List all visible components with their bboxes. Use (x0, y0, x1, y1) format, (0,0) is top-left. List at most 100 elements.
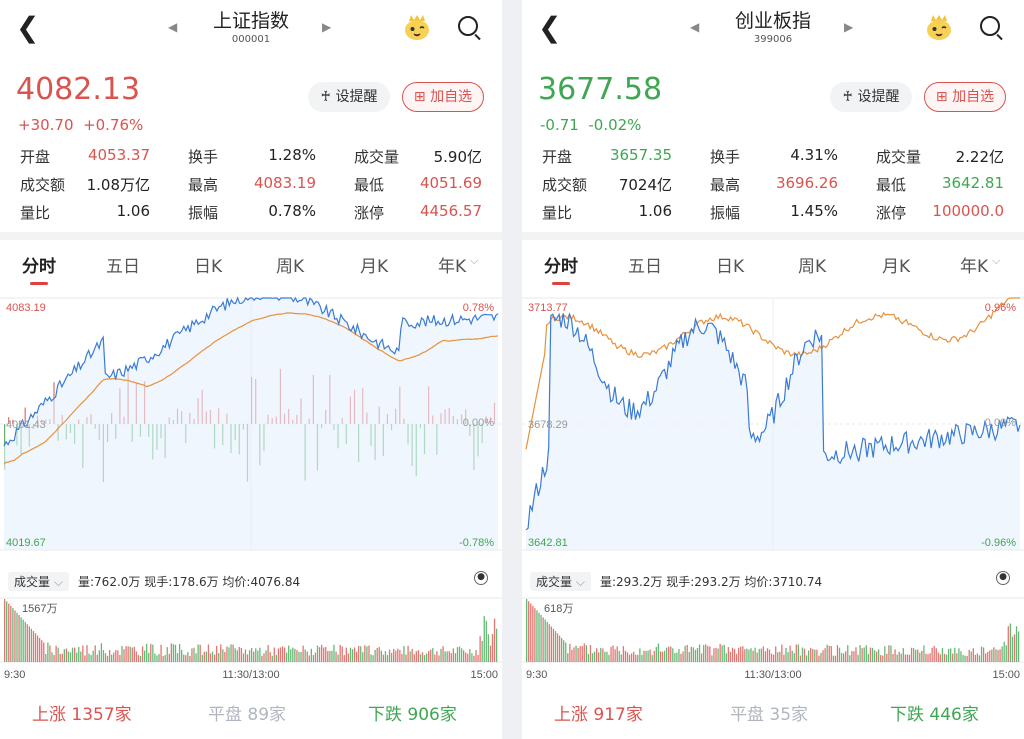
volume-bar (8, 603, 10, 662)
volume-selector[interactable]: 成交量 ⌵ (530, 572, 591, 591)
volume-bar (139, 655, 142, 662)
back-icon[interactable]: ❮ (16, 11, 40, 44)
volume-header: 成交量 ⌵ 量:293.2万 现手:293.2万 均价:3710.74 ● (522, 568, 1024, 594)
volume-bar (191, 648, 193, 662)
volume-bar (49, 645, 51, 662)
volume-bar (647, 650, 649, 662)
volume-bar (355, 651, 358, 662)
tab-0[interactable]: 分时 (22, 252, 56, 285)
rise-count[interactable]: 上涨 1357家 (32, 700, 132, 725)
settings-icon[interactable]: ● (996, 571, 1010, 585)
intraday-chart[interactable]: 3713.77 3678.29 3642.81 0.96% 0.00% -0.96% (522, 288, 1024, 560)
volume-bar (430, 649, 432, 662)
set-reminder-button[interactable]: ♰ 设提醒 (830, 82, 912, 112)
volume-bar (863, 647, 865, 662)
next-index-icon[interactable]: ▶ (844, 20, 854, 34)
volume-bar (575, 645, 577, 662)
volume-bar (542, 617, 544, 662)
volume-bar (653, 650, 655, 662)
tab-2[interactable]: 日K (716, 257, 745, 277)
volume-bar (168, 653, 170, 662)
volume-bar (799, 655, 802, 662)
tab-2[interactable]: 日K (194, 257, 223, 277)
mascot-icon[interactable] (402, 12, 432, 42)
add-watchlist-button[interactable]: ⊞ 加自选 (402, 82, 484, 112)
volume-bar (923, 645, 925, 662)
next-index-icon[interactable]: ▶ (322, 20, 332, 34)
tick-bar (24, 407, 26, 424)
volume-bar (55, 645, 57, 662)
volume-bar (82, 645, 84, 662)
mid-label: 4051.43 (6, 419, 46, 431)
tab-0[interactable]: 分时 (544, 252, 578, 285)
volume-bar (164, 654, 166, 662)
flat-label: 平盘 (730, 705, 764, 725)
search-icon[interactable] (980, 16, 1000, 36)
tab-4[interactable]: 月K (882, 257, 911, 277)
volume-bar (273, 647, 275, 662)
volume-bar (224, 652, 226, 662)
volume-chart[interactable]: 1567万 9:30 11:30/13:00 15:00 (0, 596, 502, 682)
search-icon[interactable] (458, 16, 478, 36)
volume-bar (935, 648, 937, 662)
volume-bar (458, 646, 461, 662)
index-code: 399006 (753, 34, 793, 45)
volume-bar (754, 647, 756, 662)
volume-chart[interactable]: 618万 9:30 11:30/13:00 15:00 (522, 596, 1024, 682)
tab-5[interactable]: 年K (438, 257, 467, 277)
flat-count[interactable]: 平盘 35家 (730, 700, 808, 725)
volume-bar (131, 647, 133, 662)
volume-bar (587, 654, 590, 662)
tab-4[interactable]: 月K (360, 257, 389, 277)
volume-bar (405, 654, 407, 662)
settings-icon[interactable]: ● (474, 571, 488, 585)
rise-count[interactable]: 上涨 917家 (554, 700, 643, 725)
prev-index-icon[interactable]: ◀ (168, 20, 178, 34)
volume-bar (688, 652, 690, 662)
stat-value: 4051.69 (419, 174, 482, 192)
chevron-down-icon[interactable]: ⌵ (992, 254, 1001, 267)
volume-bar (446, 651, 448, 662)
volume-bar (762, 646, 765, 662)
volume-bar (917, 649, 919, 662)
volume-bar (960, 651, 962, 662)
tab-1[interactable]: 五日 (106, 257, 140, 277)
volume-bar (822, 650, 824, 662)
fall-count[interactable]: 下跌 446家 (890, 700, 979, 725)
volume-bar (434, 654, 436, 662)
volume-bar (218, 653, 220, 662)
back-icon[interactable]: ❮ (538, 11, 562, 44)
tab-3[interactable]: 周K (276, 257, 305, 277)
volume-bar (814, 649, 816, 662)
volume-bar (102, 650, 105, 662)
volume-bar (16, 612, 18, 662)
add-watchlist-button[interactable]: ⊞ 加自选 (924, 82, 1006, 112)
chevron-down-icon[interactable]: ⌵ (470, 254, 479, 267)
volume-bar (824, 648, 826, 662)
volume-bar (869, 647, 872, 662)
flat-count[interactable]: 平盘 89家 (208, 700, 286, 725)
volume-info: 量:293.2万 现手:293.2万 均价:3710.74 (600, 575, 823, 589)
fall-count[interactable]: 下跌 906家 (368, 700, 457, 725)
tab-5[interactable]: 年K (960, 257, 989, 277)
volume-bar (271, 655, 273, 662)
tab-1[interactable]: 五日 (628, 257, 662, 277)
volume-bar (495, 628, 498, 662)
volume-bar (234, 648, 236, 662)
prev-index-icon[interactable]: ◀ (690, 20, 700, 34)
intraday-chart[interactable]: 4083.19 4051.43 4019.67 0.78% 0.00% -0.78% (0, 288, 502, 560)
volume-bar (428, 651, 430, 662)
mascot-icon[interactable] (924, 12, 954, 42)
tab-3[interactable]: 周K (798, 257, 827, 277)
volume-bar (388, 649, 391, 662)
volume-bar (857, 654, 859, 662)
set-reminder-label: 设提醒 (857, 89, 900, 105)
set-reminder-button[interactable]: ♰ 设提醒 (308, 82, 390, 112)
volume-bar (59, 653, 61, 662)
volume-header: 成交量 ⌵ 量:762.0万 现手:178.6万 均价:4076.84 ● (0, 568, 502, 594)
volume-bar (556, 633, 559, 662)
volume-bar (14, 610, 16, 662)
volume-selector[interactable]: 成交量 ⌵ (8, 572, 69, 591)
volume-bar (964, 655, 966, 662)
stat-value: 0.78% (268, 202, 316, 220)
